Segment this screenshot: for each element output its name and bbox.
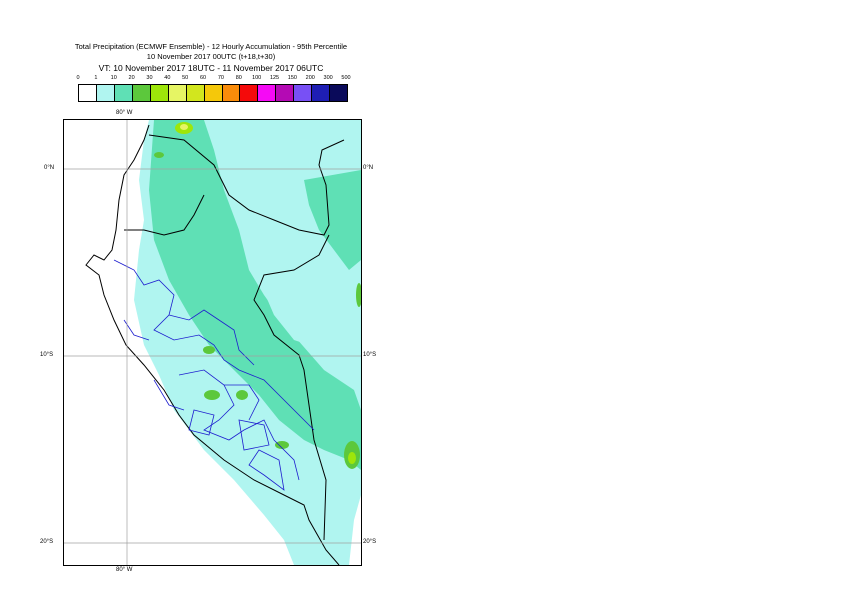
- precip-core-7: [275, 441, 289, 449]
- precip-region-medium-east: [304, 170, 361, 270]
- title-line-1: Total Precipitation (ECMWF Ensemble) - 1…: [74, 42, 348, 51]
- lat-label-20s-right: 20°S: [363, 539, 377, 545]
- precip-core-3: [154, 152, 164, 158]
- legend-swatch: [150, 85, 169, 101]
- legend-level-label: 50: [182, 75, 189, 81]
- legend-level-label: 100: [252, 75, 262, 81]
- legend-level-label: 10: [110, 75, 117, 81]
- precip-core-2: [180, 124, 188, 130]
- legend-level-label: 30: [146, 75, 153, 81]
- precip-core-6: [236, 390, 248, 400]
- precip-core-5: [204, 390, 220, 400]
- lon-label-bottom: 80° W: [116, 567, 133, 573]
- legend-swatch: [79, 85, 97, 101]
- legend-level-label: 60: [200, 75, 207, 81]
- legend-swatch: [312, 85, 331, 101]
- legend-swatch: [114, 85, 133, 101]
- legend-level-label: 70: [217, 75, 224, 81]
- legend-level-label: 500: [341, 75, 351, 81]
- legend-swatch: [330, 85, 348, 101]
- lat-label-10s-left: 10°S: [40, 352, 54, 358]
- precip-core-4: [203, 346, 215, 354]
- precip-core-10: [356, 283, 361, 307]
- legend-level-label: 125: [269, 75, 280, 81]
- legend-swatch: [276, 85, 295, 101]
- precipitation-map: [64, 120, 361, 565]
- legend-swatch: [222, 85, 241, 101]
- coastline: [85, 124, 340, 565]
- title-line-3: VT: 10 November 2017 18UTC - 11 November…: [98, 63, 324, 73]
- legend-level-label: 300: [323, 75, 333, 81]
- title-line-2: 10 November 2017 00UTC (t+18,t+30): [146, 52, 276, 61]
- color-legend: 0 1 10 20 30 40 50 60 70 80 100 125 150 200 300 500: [76, 75, 351, 102]
- legend-swatch: [186, 85, 205, 101]
- legend-swatch: [96, 85, 115, 101]
- chart-titles: Total Precipitation (ECMWF Ensemble) - 1…: [0, 42, 422, 74]
- lat-label-0n-left: 0°N: [44, 165, 55, 171]
- legend-color-bar: [78, 84, 348, 102]
- legend-level-label: 80: [235, 75, 242, 81]
- legend-swatch: [258, 85, 277, 101]
- lat-label-0n-right: 0°N: [363, 165, 374, 171]
- legend-swatch: [132, 85, 151, 101]
- lon-label-top: 80° W: [116, 110, 133, 116]
- legend-level-label: 20: [128, 75, 135, 81]
- legend-swatch: [294, 85, 313, 101]
- map-panel: [63, 119, 362, 566]
- lat-label-10s-right: 10°S: [363, 352, 377, 358]
- admin-borders: [113, 259, 315, 491]
- legend-level-label: 150: [287, 75, 297, 81]
- legend-swatch: [168, 85, 187, 101]
- precip-core-9: [348, 452, 356, 464]
- legend-swatch: [204, 85, 223, 101]
- legend-level-label: 1: [94, 75, 98, 81]
- precip-region-medium: [149, 120, 361, 470]
- country-borders: [124, 134, 345, 541]
- precip-region-light-east: [259, 260, 344, 350]
- legend-level-label: 200: [305, 75, 315, 81]
- legend-swatch: [240, 85, 259, 101]
- legend-level-label: 0: [76, 75, 80, 81]
- legend-labels: 0 1 10 20 30 40 50 60 70 80 100 125 150 200 300 500: [76, 75, 351, 84]
- lat-label-20s-left: 20°S: [40, 539, 54, 545]
- legend-level-label: 40: [164, 75, 171, 81]
